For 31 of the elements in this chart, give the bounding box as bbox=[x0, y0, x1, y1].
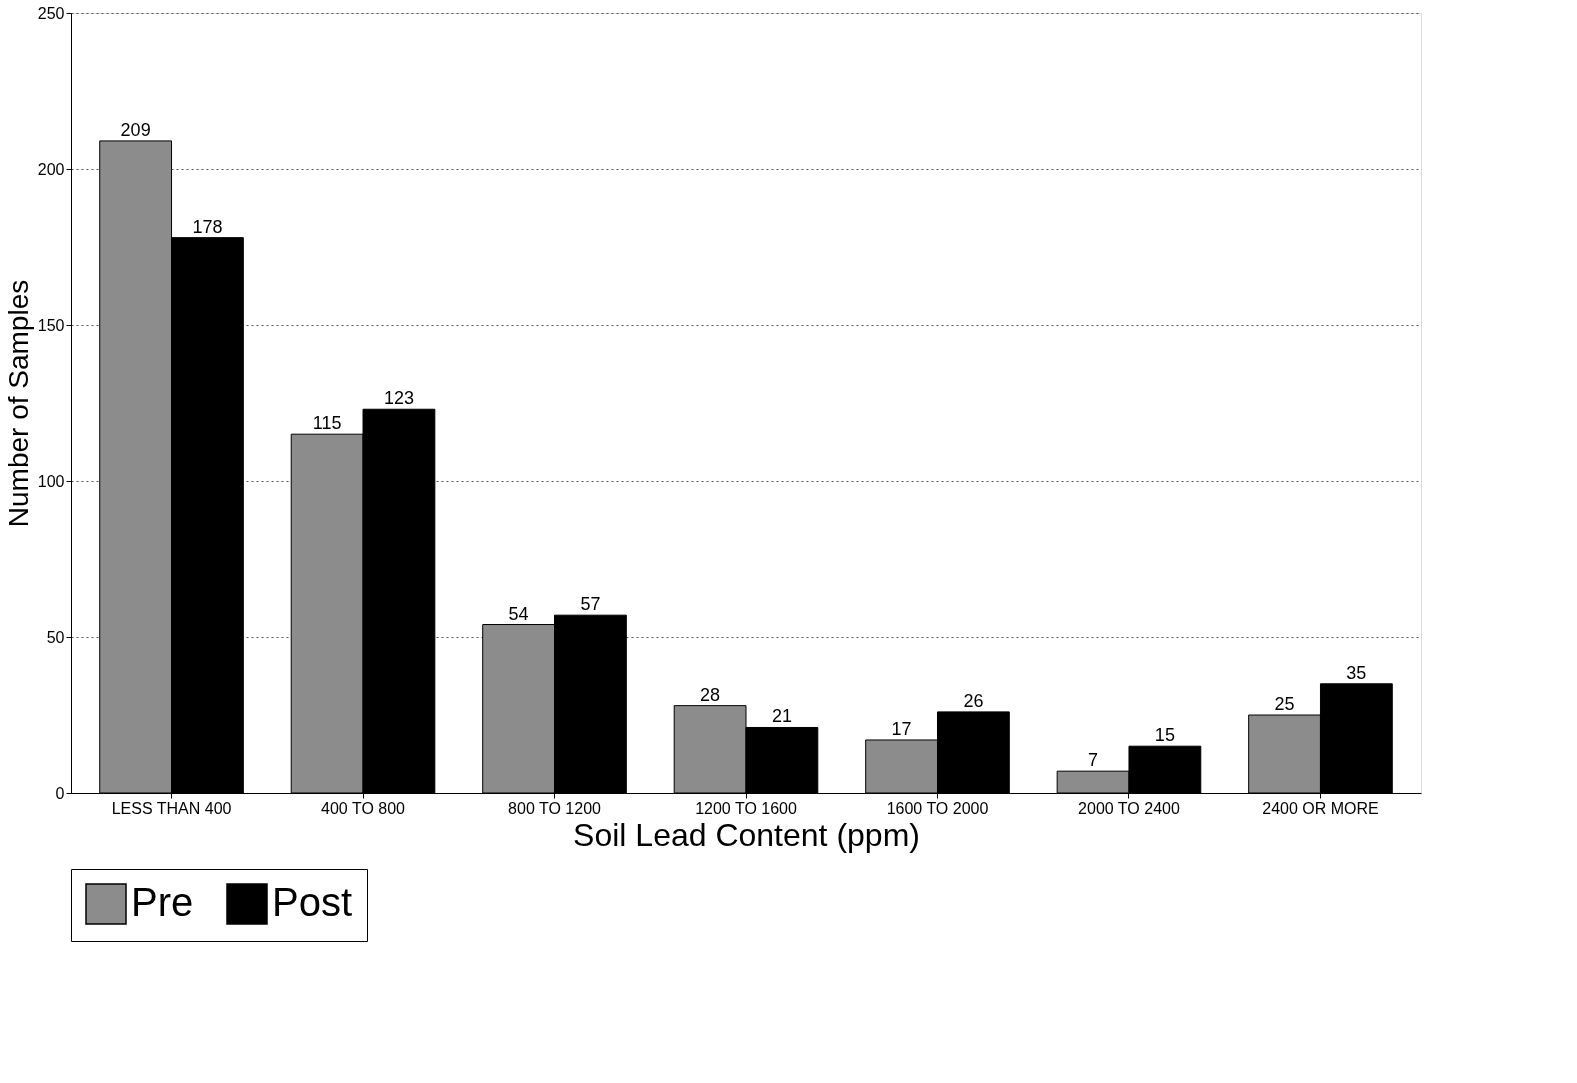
legend-label: Pre bbox=[131, 880, 194, 924]
y-tick-label: 50 bbox=[46, 628, 65, 646]
y-tick-label: 200 bbox=[37, 160, 65, 178]
x-tick-label: 1600 TO 2000 bbox=[886, 799, 989, 817]
data-label: 28 bbox=[700, 684, 721, 705]
y-tick-label: 250 bbox=[37, 4, 65, 22]
data-label: 209 bbox=[120, 119, 151, 140]
data-label: 57 bbox=[580, 594, 601, 615]
y-tick-label: 100 bbox=[37, 472, 65, 490]
y-axis-title: Number of Samples bbox=[2, 279, 34, 528]
y-tick-label: 0 bbox=[55, 784, 65, 802]
data-label: 17 bbox=[891, 718, 912, 739]
x-tick-label: 1200 TO 1600 bbox=[695, 799, 797, 817]
data-label: 25 bbox=[1274, 694, 1295, 714]
data-label: 7 bbox=[1088, 750, 1099, 771]
legend-label: Post bbox=[272, 880, 353, 924]
data-label: 35 bbox=[1346, 662, 1367, 683]
data-label: 178 bbox=[192, 216, 223, 237]
data-label: 123 bbox=[383, 388, 414, 409]
x-tick-label: 2000 TO 2400 bbox=[1078, 799, 1180, 817]
data-label: 15 bbox=[1154, 725, 1175, 746]
data-label: 21 bbox=[771, 706, 792, 727]
y-tick-label: 150 bbox=[37, 316, 65, 334]
data-label: 26 bbox=[963, 690, 984, 711]
x-tick-label: 400 TO 800 bbox=[321, 799, 406, 817]
x-tick-label: LESS THAN 400 bbox=[111, 799, 232, 817]
data-label: 54 bbox=[508, 603, 529, 624]
data-label: 115 bbox=[312, 413, 342, 434]
x-tick-label: 2400 OR MORE bbox=[1262, 799, 1379, 817]
x-tick-label: 800 TO 1200 bbox=[508, 799, 602, 817]
x-axis-title: Soil Lead Content (ppm) bbox=[573, 816, 920, 853]
